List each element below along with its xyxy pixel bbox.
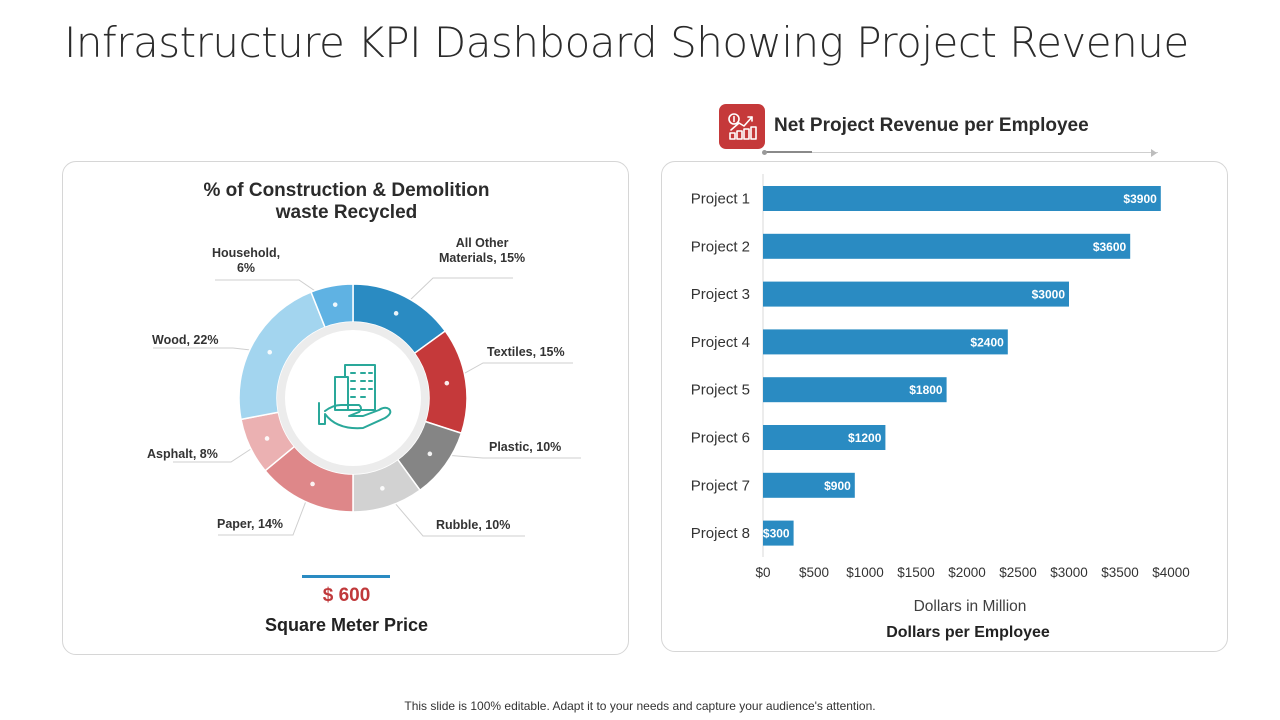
bar-row-project-4: Project 4 $2400 — [691, 329, 1008, 355]
category-label-project-7: Project 7 — [691, 477, 750, 494]
revenue-growth-icon — [719, 104, 765, 149]
value-label-project-7: $900 — [824, 479, 851, 493]
label-household: Household, 6% — [212, 246, 281, 275]
donut-chart — [153, 277, 581, 537]
bar-project-6 — [763, 425, 886, 450]
value-label-project-5: $1800 — [909, 383, 943, 397]
bar-row-project-2: Project 2 $3600 — [691, 233, 1131, 259]
donut-chart-title: % of Construction & Demolition waste Rec… — [63, 180, 630, 224]
bar-rows: Project 1 $3900 Project 2 $3600 Project 3 $30… — [691, 186, 1161, 546]
x-tick-2000: $2000 — [948, 565, 986, 580]
bar-row-project-6: Project 6 $1200 — [691, 425, 886, 450]
donut-dots — [264, 302, 450, 491]
donut-dot-textiles — [444, 380, 450, 386]
donut-dot-household — [332, 302, 338, 307]
bar-row-project-5: Project 5 $1800 — [691, 377, 947, 403]
bar-project-8 — [763, 520, 794, 546]
category-label-project-8: Project 8 — [691, 525, 750, 542]
donut-dot-paper — [310, 481, 315, 487]
donut-dot-wood — [267, 349, 273, 355]
category-label-project-4: Project 4 — [691, 334, 750, 351]
x-tick-2500: $2500 — [999, 565, 1037, 580]
bar-project-5 — [763, 377, 947, 403]
donut-dot-asphalt — [264, 436, 270, 441]
category-label-project-5: Project 5 — [691, 382, 750, 399]
label-textiles: Textiles, 15% — [487, 345, 565, 359]
x-tick-1500: $1500 — [897, 565, 935, 580]
revenue-title: Net Project Revenue per Employee — [774, 115, 1089, 136]
label-asphalt: Asphalt, 8% — [147, 447, 218, 461]
category-label-project-3: Project 3 — [691, 286, 750, 303]
revenue-title-rule-accent — [764, 151, 812, 153]
x-tick-4000: $4000 — [1152, 565, 1190, 580]
value-label-project-4: $2400 — [970, 335, 1004, 349]
donut-title-line2: waste Recycled — [275, 202, 418, 223]
bar-chart-title: Dollars per Employee — [886, 624, 1050, 641]
building-in-hand-icon — [318, 364, 392, 430]
donut-title-line1: % of Construction & Demolition — [203, 180, 490, 201]
bar-project-1 — [763, 186, 1161, 211]
bar-row-project-1: Project 1 $3900 — [691, 186, 1161, 211]
value-label-project-6: $1200 — [848, 431, 882, 445]
value-label-project-8: $300 — [763, 527, 790, 541]
category-label-project-1: Project 1 — [691, 191, 750, 208]
bar-row-project-8: Project 8 $300 — [691, 520, 794, 546]
revenue-title-rule — [764, 152, 1158, 153]
label-paper: Paper, 14% — [217, 517, 284, 531]
bar-row-project-7: Project 7 $900 — [691, 472, 855, 498]
waste-recycled-panel: % of Construction & Demolition waste Rec… — [62, 161, 629, 655]
donut-dot-plastic — [427, 451, 433, 457]
x-tick-labels: $0 $500 $1000 $1500 $2000 $2500 $3000 $3500 $400… — [755, 565, 1189, 580]
label-rubble: Rubble, 10% — [436, 518, 511, 532]
x-tick-500: $500 — [799, 565, 829, 580]
bar-row-project-3: Project 3 $3000 — [691, 281, 1069, 307]
x-tick-3000: $3000 — [1050, 565, 1088, 580]
value-label-project-1: $3900 — [1123, 192, 1157, 206]
value-label-project-3: $3000 — [1032, 288, 1066, 302]
x-axis-label: Dollars in Million — [914, 598, 1027, 615]
x-tick-1000: $1000 — [846, 565, 884, 580]
value-label-project-2: $3600 — [1093, 240, 1127, 254]
price-value: $ 600 — [322, 585, 371, 606]
bar-project-2 — [763, 233, 1131, 259]
bar-project-3 — [763, 281, 1069, 307]
revenue-panel: Project 1 $3900 Project 2 $3600 Project 3 $30… — [661, 161, 1228, 652]
label-all-other: All Other Materials, 15% — [439, 236, 526, 265]
x-tick-3500: $3500 — [1101, 565, 1139, 580]
label-plastic: Plastic, 10% — [489, 440, 562, 454]
revenue-title-rule-arrow — [1151, 149, 1157, 157]
price-accent-bar — [302, 575, 390, 578]
revenue-title-rule-dot — [762, 150, 767, 155]
label-wood: Wood, 22% — [152, 333, 219, 347]
bar-project-4 — [763, 329, 1008, 355]
donut-slices — [238, 283, 468, 513]
bar-chart: Project 1 $3900 Project 2 $3600 Project 3 $30… — [691, 174, 1190, 641]
donut-dot-all-other-materials — [393, 311, 399, 316]
donut-dot-rubble — [380, 486, 385, 491]
x-tick-0: $0 — [755, 565, 770, 580]
footer-note: This slide is 100% editable. Adapt it to… — [404, 699, 876, 713]
bar-project-7 — [763, 472, 855, 498]
category-label-project-2: Project 2 — [691, 238, 750, 255]
page-title: Infrastructure KPI Dashboard Showing Pro… — [64, 18, 1189, 67]
category-label-project-6: Project 6 — [691, 430, 750, 447]
price-label: Square Meter Price — [264, 615, 429, 635]
